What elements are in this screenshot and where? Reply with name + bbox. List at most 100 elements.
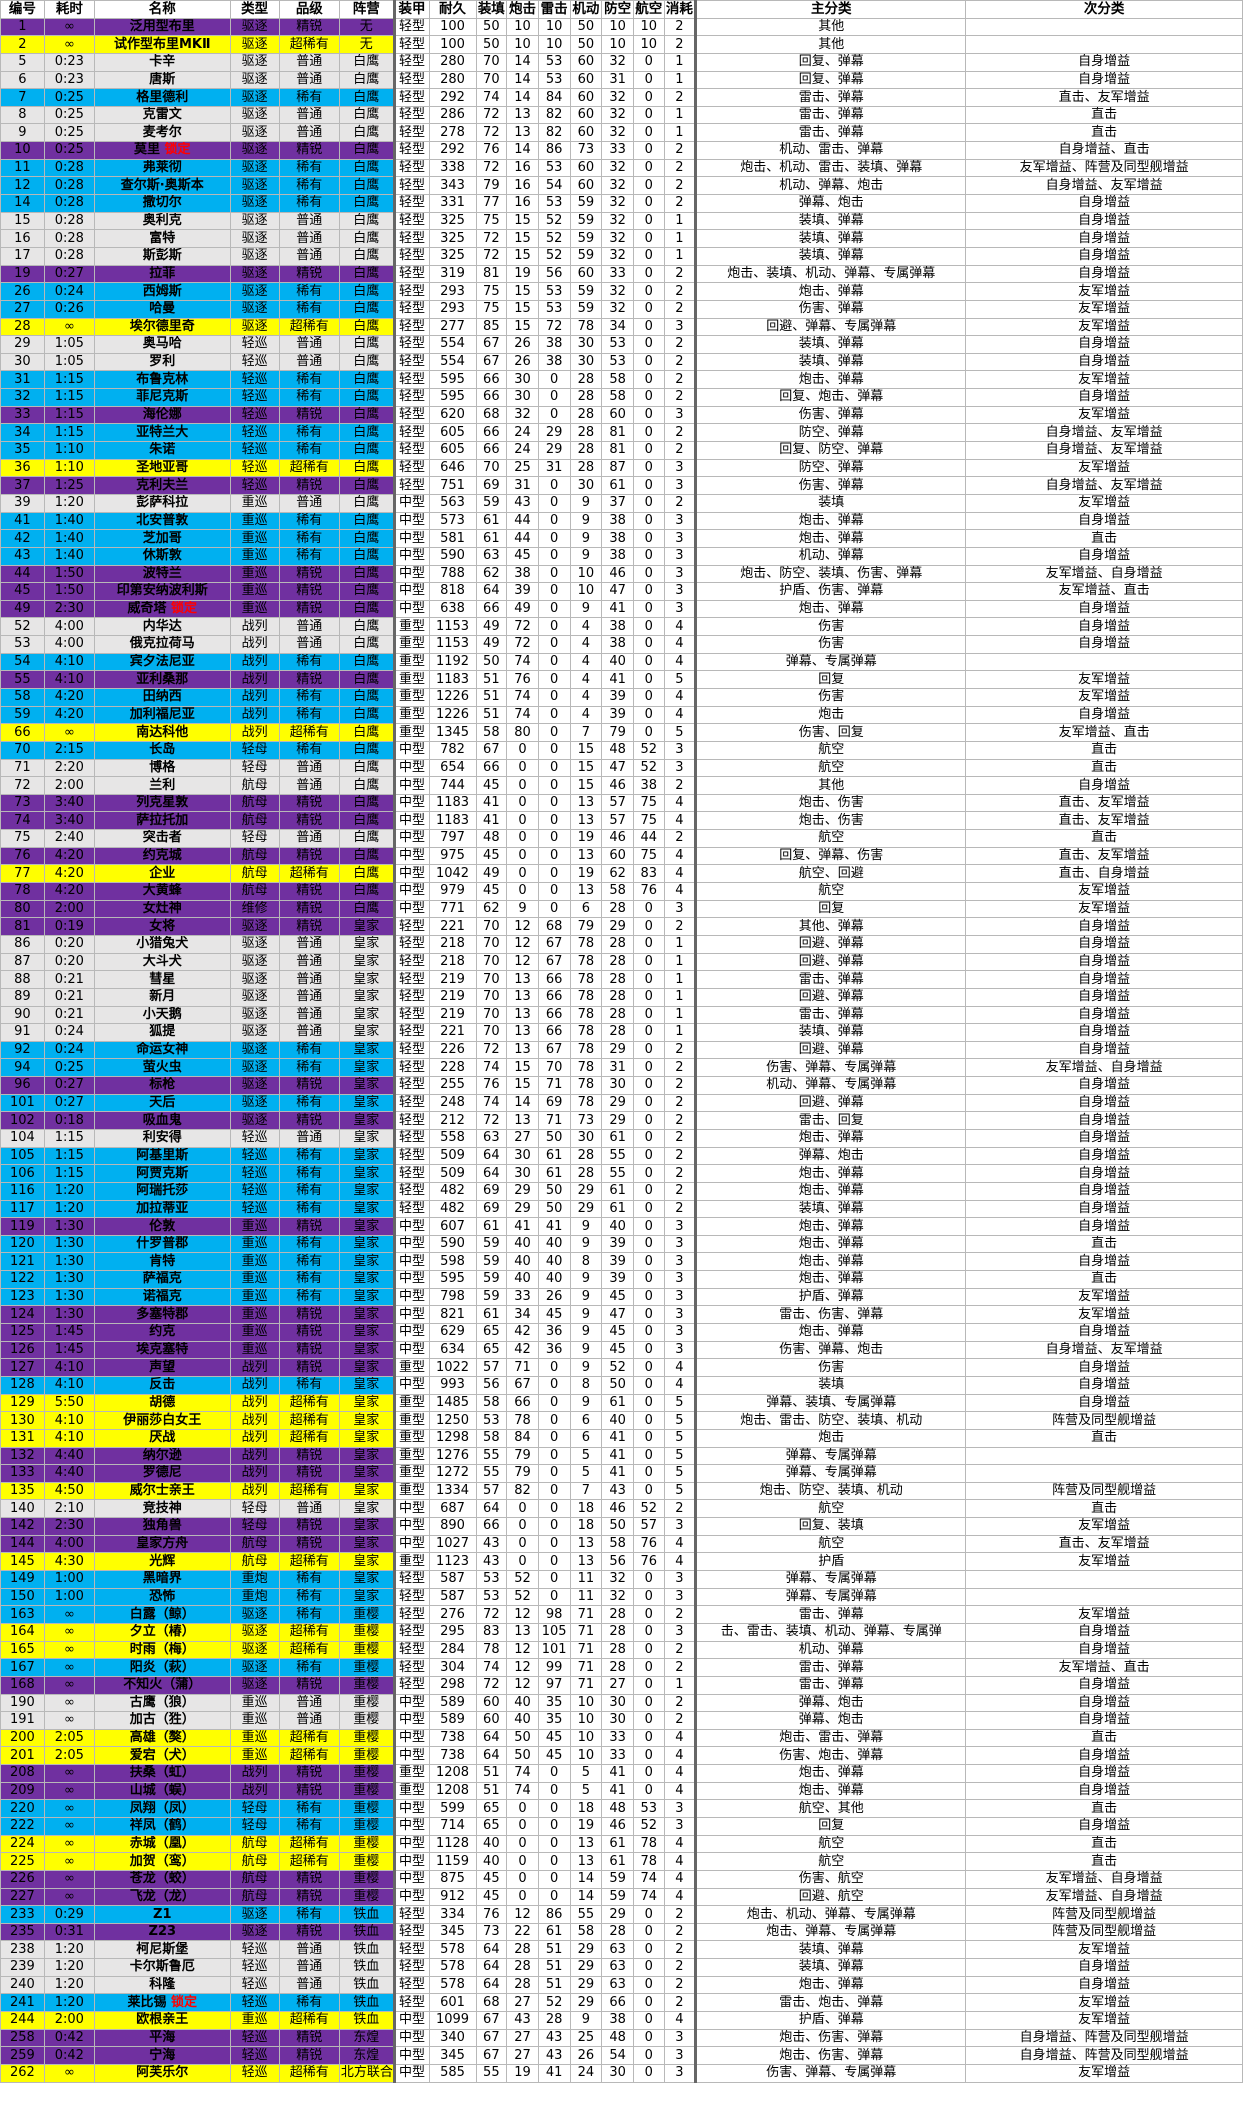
cell-main-category: 弹幕、专属弹幕 — [695, 1446, 967, 1466]
cell-faction: 重樱 — [338, 1728, 396, 1748]
cell-sub-category: 直击 — [965, 1499, 1243, 1519]
table-row: 262 ∞ 阿芙乐尔 轻巡 超稀有 北方联合 中型 585 55 19 41 24 30 0 3 伤害、弹幕、… — [0, 2063, 1243, 2083]
cell-faction: 白鹰 — [338, 405, 396, 425]
cell-rarity: 精锐 — [278, 1358, 340, 1377]
cell-rarity: 普通 — [278, 987, 340, 1007]
cell-name: 命运女神 — [94, 1040, 231, 1060]
cell-hp: 284 — [428, 1640, 477, 1660]
cell-torpedo: 10 — [537, 17, 571, 37]
cell-cost: 4 — [663, 811, 698, 831]
cell-evasion: 9 — [569, 1217, 603, 1236]
cell-aa: 45 — [601, 1287, 634, 1307]
cell-sub-category: 友军增益 — [965, 405, 1243, 425]
cell-faction: 白鹰 — [338, 70, 396, 90]
cell-main-category: 炮击 — [695, 705, 967, 725]
cell-type: 轻母 — [229, 1499, 280, 1519]
cell-armor: 轻型 — [393, 1905, 430, 1924]
cell-sub-category: 友军增益、直击 — [965, 582, 1243, 601]
cell-aa: 30 — [601, 1711, 634, 1730]
cell-torpedo: 43 — [537, 2046, 571, 2065]
table-row: 92 0:24 命运女神 驱逐 稀有 皇家 轻型 226 72 13 67 78 29 0 2 回避、弹幕 自身… — [0, 1040, 1243, 1060]
cell-evasion: 18 — [569, 1799, 603, 1818]
cell-evasion: 26 — [569, 2046, 603, 2065]
cell-faction: 白鹰 — [338, 546, 396, 566]
cell-aa: 28 — [601, 952, 634, 972]
cell-reload: 51 — [475, 1764, 508, 1783]
cell-faction: 白鹰 — [338, 299, 396, 319]
cell-sub-category: 友军增益 — [965, 1993, 1243, 2013]
cell-faction: 白鹰 — [338, 423, 396, 443]
cell-aviation: 0 — [632, 246, 665, 266]
cell-main-category: 回避、弹幕、专属弹幕 — [695, 317, 967, 337]
cell-evasion: 7 — [569, 1481, 603, 1501]
cell-reload: 50 — [475, 652, 508, 672]
cell-name: 科隆 — [94, 1975, 231, 1995]
cell-armor: 中型 — [393, 1746, 430, 1766]
cell-type: 驱逐 — [229, 52, 280, 72]
cell-aviation: 0 — [632, 194, 665, 213]
cell-sub-category: 自身增益 — [965, 599, 1243, 619]
cell-torpedo: 71 — [537, 1076, 571, 1095]
cell-aa: 38 — [601, 617, 634, 637]
cell-firepower: 84 — [506, 1428, 539, 1448]
cell-firepower: 15 — [506, 317, 539, 337]
cell-hp: 1250 — [428, 1411, 477, 1430]
cell-main-category: 弹幕、装填、专属弹幕 — [695, 1393, 967, 1413]
cell-rarity: 超稀有 — [278, 1411, 340, 1430]
cell-type: 驱逐 — [229, 17, 280, 37]
cell-time: ∞ — [43, 317, 96, 337]
cell-sub-category: 自身增益 — [965, 1764, 1243, 1783]
table-row: 31 1:15 布鲁克林 轻巡 稀有 白鹰 轻型 595 66 30 0 28 58 0 2 炮击、弹幕 友军增… — [0, 370, 1243, 390]
cell-main-category: 伤害、炮击、弹幕 — [695, 1746, 967, 1766]
cell-rarity: 稀有 — [278, 1093, 340, 1113]
cell-reload: 49 — [475, 617, 508, 637]
table-row: 239 1:20 卡尔斯鲁厄 轻巡 普通 铁血 轻型 578 64 28 51 29 63 0 2 装填、弹幕… — [0, 1958, 1243, 1977]
cell-torpedo: 0 — [537, 723, 571, 742]
cell-name: 女将 — [94, 917, 231, 936]
cell-torpedo: 0 — [537, 388, 571, 407]
cell-name: 唐斯 — [94, 70, 231, 90]
cell-hp: 605 — [428, 441, 477, 460]
cell-main-category: 装填、弹幕 — [695, 1940, 967, 1960]
cell-type: 驱逐 — [229, 1111, 280, 1130]
cell-main-category: 炮击、弹幕 — [695, 282, 967, 301]
cell-reload: 69 — [475, 476, 508, 495]
cell-torpedo: 45 — [537, 1728, 571, 1748]
cell-evasion: 9 — [569, 1287, 603, 1307]
cell-type: 重巡 — [229, 1746, 280, 1766]
cell-id: 96 — [0, 1076, 45, 1095]
cell-rarity: 超稀有 — [278, 35, 340, 54]
cell-time: 4:20 — [43, 705, 96, 725]
cell-reload: 56 — [475, 1375, 508, 1395]
cell-torpedo: 28 — [537, 2011, 571, 2030]
cell-torpedo: 0 — [537, 599, 571, 619]
cell-main-category: 炮击、防空、装填、伤害、弹幕 — [695, 564, 967, 584]
cell-hp: 1298 — [428, 1428, 477, 1448]
cell-faction: 白鹰 — [338, 335, 396, 354]
cell-sub-category: 自身增益 — [965, 1164, 1243, 1183]
cell-torpedo: 86 — [537, 1905, 571, 1924]
cell-armor: 轻型 — [393, 1975, 430, 1995]
cell-rarity: 普通 — [278, 934, 340, 954]
cell-hp: 509 — [428, 1164, 477, 1183]
cell-time: ∞ — [43, 723, 96, 742]
cell-aviation: 0 — [632, 1234, 665, 1254]
cell-hp: 654 — [428, 758, 477, 778]
cell-hp: 554 — [428, 352, 477, 372]
cell-torpedo: 53 — [537, 52, 571, 72]
cell-time: 0:28 — [43, 194, 96, 213]
cell-hp: 587 — [428, 1570, 477, 1589]
cell-name: 平海 — [94, 2028, 231, 2048]
cell-aa: 32 — [601, 123, 634, 143]
cell-sub-category: 友军增益 — [965, 370, 1243, 390]
cell-name: 克利夫兰 — [94, 476, 231, 495]
cell-id: 12 — [0, 176, 45, 196]
cell-type: 战列 — [229, 1428, 280, 1448]
cell-evasion: 59 — [569, 246, 603, 266]
cell-evasion: 73 — [569, 1111, 603, 1130]
cell-sub-category — [965, 17, 1243, 37]
table-row: 10 0:25 莫里 锁定 驱逐 精锐 白鹰 轻型 292 76 14 86 73 33 0 2 机动、雷击、… — [0, 141, 1243, 160]
cell-id: 66 — [0, 723, 45, 742]
cell-type: 重巡 — [229, 1217, 280, 1236]
cell-time: 0:20 — [43, 934, 96, 954]
